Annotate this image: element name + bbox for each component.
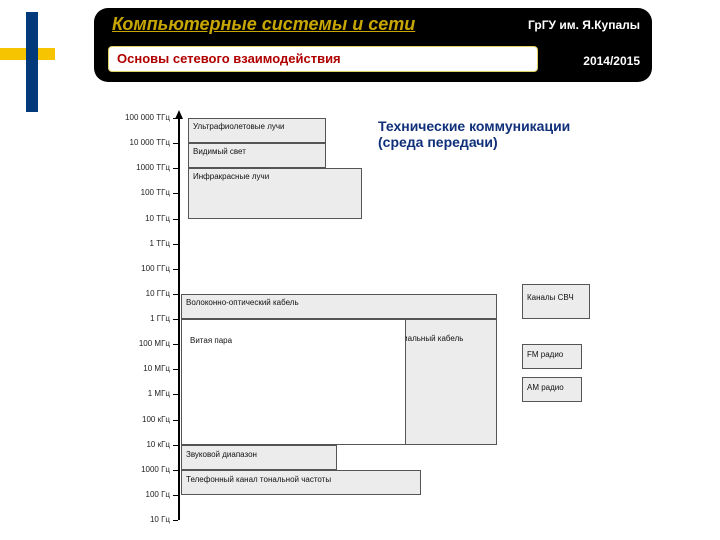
freq-band: Инфракрасные лучи [188, 168, 362, 218]
lecture-topic: Основы сетевого взаимодействия [108, 46, 538, 72]
course-title: Компьютерные системы и сети [112, 14, 415, 35]
y-tick [173, 344, 178, 345]
slide-header: Компьютерные системы и сети ГрГУ им. Я.К… [94, 8, 652, 82]
band-label: Звуковой диапазон [186, 450, 257, 459]
freq-band: Телефонный канал тональной частоты [181, 470, 421, 495]
band-label: Инфракрасные лучи [193, 172, 269, 181]
y-label: 100 ТГц [86, 188, 170, 197]
y-label: 10 ТГц [86, 214, 170, 223]
deco-bar-blue [26, 12, 38, 112]
y-tick [173, 269, 178, 270]
y-label: 100 МГц [86, 339, 170, 348]
y-label: 10 МГц [86, 364, 170, 373]
freq-band: Волоконно-оптический кабель [181, 294, 497, 319]
freq-band: Видимый свет [188, 143, 326, 168]
y-label: 100 000 ТГц [86, 113, 170, 122]
y-tick [173, 495, 178, 496]
y-tick [173, 143, 178, 144]
band-label: Ультрафиолетовые лучи [193, 122, 285, 131]
y-label: 10 Гц [86, 515, 170, 524]
freq-band: Витая пара [181, 319, 406, 445]
y-label: 1 ГГц [86, 314, 170, 323]
y-label: 100 Гц [86, 490, 170, 499]
band-label: Видимый свет [193, 147, 246, 156]
y-tick [173, 219, 178, 220]
y-label: 1000 ТГц [86, 163, 170, 172]
y-tick [173, 445, 178, 446]
y-label: 100 кГц [86, 415, 170, 424]
y-tick [173, 470, 178, 471]
band-label: FM радио [527, 350, 563, 359]
y-tick [173, 193, 178, 194]
band-label: Волоконно-оптический кабель [186, 298, 299, 307]
y-tick [173, 319, 178, 320]
freq-band: Каналы СВЧ [522, 284, 590, 319]
y-tick [173, 168, 178, 169]
academic-year: 2014/2015 [583, 54, 640, 68]
freq-band: Звуковой диапазон [181, 445, 337, 470]
y-label: 1 ТГц [86, 239, 170, 248]
university-name: ГрГУ им. Я.Купалы [528, 18, 640, 32]
freq-band: Ультрафиолетовые лучи [188, 118, 326, 143]
band-label: Телефонный канал тональной частоты [186, 475, 331, 484]
y-label: 10 ГГц [86, 289, 170, 298]
y-label: 1 МГц [86, 389, 170, 398]
y-label: 100 ГГц [86, 264, 170, 273]
y-tick [173, 420, 178, 421]
freq-band: FM радио [522, 344, 582, 369]
y-label: 10 кГц [86, 440, 170, 449]
freq-band: AM радио [522, 377, 582, 402]
y-tick [173, 520, 178, 521]
y-label: 10 000 ТГц [86, 138, 170, 147]
y-axis [178, 118, 180, 520]
y-tick [173, 294, 178, 295]
band-label: Каналы СВЧ [527, 293, 574, 302]
frequency-spectrum-diagram: 100 000 ТГц 10 000 ТГц 1000 ТГц 100 ТГц 10 Т… [86, 116, 606, 536]
y-tick [173, 394, 178, 395]
y-tick [173, 369, 178, 370]
y-tick [173, 118, 178, 119]
band-label: AM радио [527, 383, 564, 392]
y-label: 1000 Гц [86, 465, 170, 474]
band-label: Витая пара [190, 336, 232, 345]
y-tick [173, 244, 178, 245]
